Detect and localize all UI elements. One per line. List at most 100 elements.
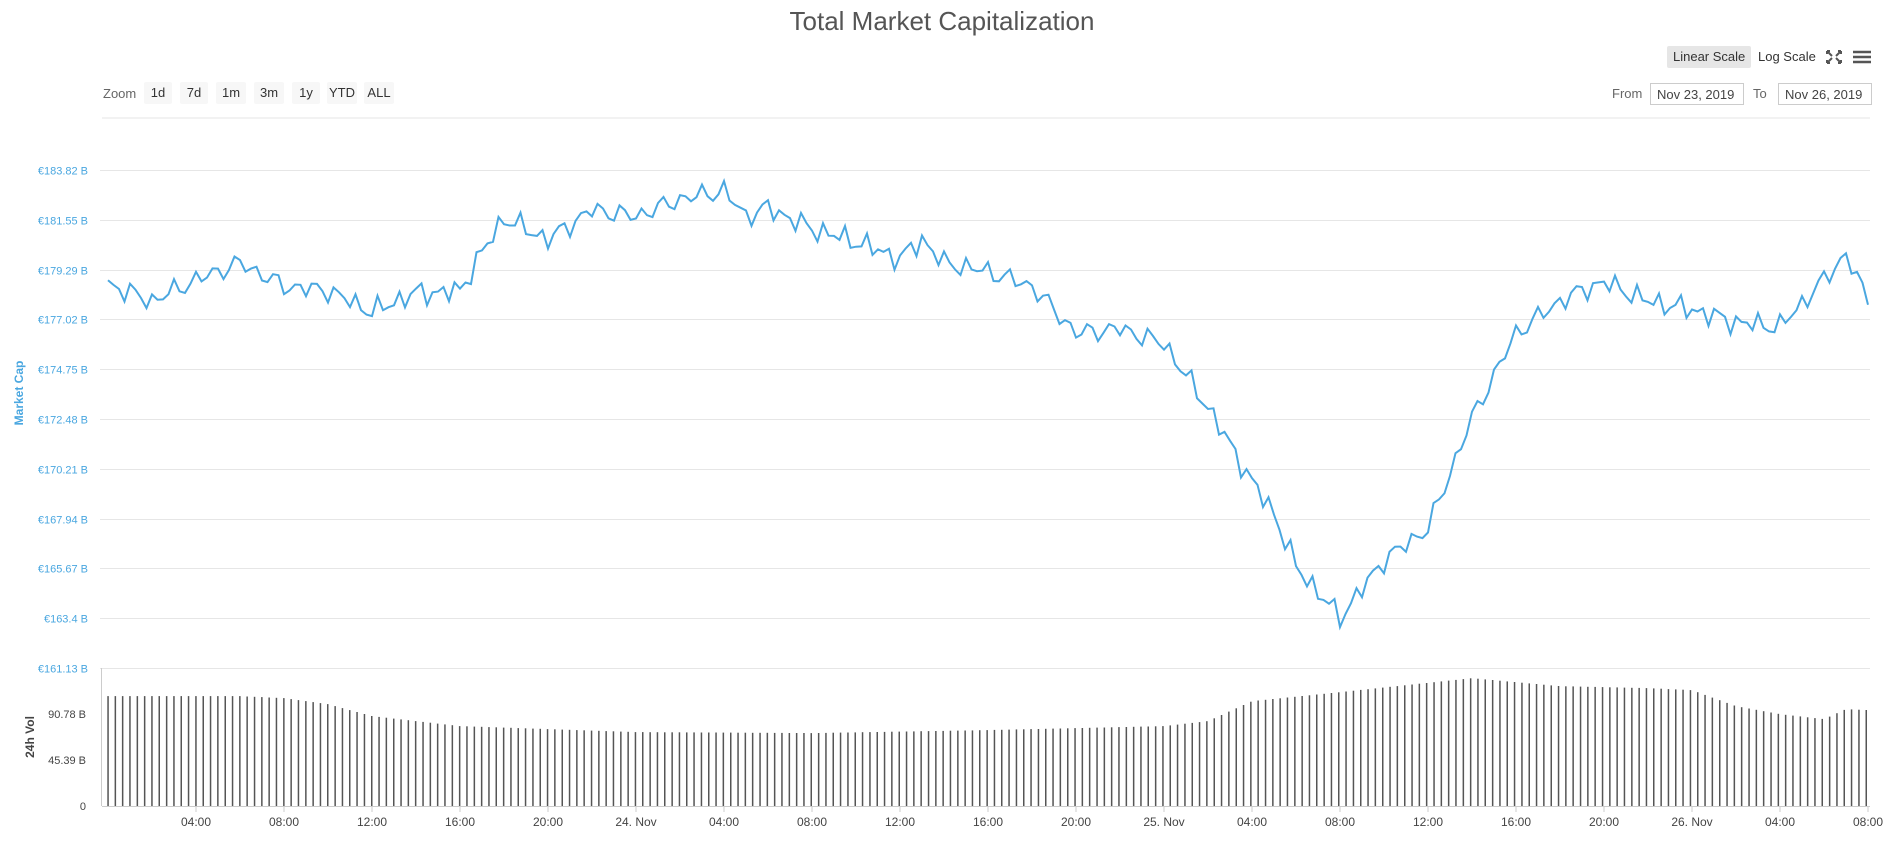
fullscreen-icon[interactable] <box>1824 48 1844 66</box>
volume-bar <box>1382 687 1384 806</box>
hamburger-menu-icon[interactable] <box>1851 48 1873 66</box>
volume-bar <box>781 732 783 806</box>
from-date-input[interactable] <box>1650 83 1744 105</box>
volume-bar <box>1550 685 1552 806</box>
volume-bar <box>1806 717 1809 806</box>
volume-bar <box>1286 697 1289 806</box>
volume-bar <box>898 731 900 806</box>
y-tick-label: €170.21 B <box>38 465 88 477</box>
zoom-1m-button[interactable]: 1m <box>216 82 246 104</box>
volume-bar <box>1176 724 1179 806</box>
volume-bar <box>971 730 974 806</box>
zoom-ytd-button[interactable]: YTD <box>327 82 357 104</box>
volume-bar <box>957 730 959 806</box>
volume-bar <box>1440 681 1443 806</box>
volume-bar <box>839 732 842 806</box>
volume-bar <box>1587 686 1589 806</box>
volume-bar <box>1491 680 1494 806</box>
volume-tick-label: 45.39 B <box>48 755 86 767</box>
x-tick-label: 04:00 <box>181 815 211 829</box>
volume-bar <box>261 697 263 806</box>
volume-bar <box>1352 690 1355 806</box>
volume-bar <box>1264 699 1267 806</box>
x-tick-label: 12:00 <box>357 815 387 829</box>
volume-bar <box>114 696 117 806</box>
volume-bar <box>414 721 417 806</box>
volume-bar <box>664 732 666 806</box>
volume-bar <box>1132 726 1135 806</box>
zoom-7d-button[interactable]: 7d <box>180 82 208 104</box>
log-scale-button[interactable]: Log Scale <box>1758 49 1816 64</box>
y-tick-label: €174.75 B <box>38 365 88 377</box>
volume-bar <box>620 731 622 806</box>
to-date-input[interactable] <box>1778 83 1872 105</box>
volume-bar <box>1667 689 1670 806</box>
zoom-1d-button[interactable]: 1d <box>144 82 172 104</box>
volume-bar <box>1477 678 1479 806</box>
volume-bar <box>1740 707 1743 806</box>
y-tick-label: €165.67 B <box>38 564 88 576</box>
volume-bar <box>1447 680 1450 806</box>
volume-bar <box>1191 722 1193 806</box>
x-tick-label: 12:00 <box>885 815 915 829</box>
volume-bar <box>1565 686 1567 806</box>
volume-bar <box>510 727 512 806</box>
volume-bar <box>1616 687 1618 806</box>
volume-bar <box>356 712 358 806</box>
volume-bars <box>107 678 1867 806</box>
volume-bar <box>876 732 878 806</box>
volume-bar <box>1528 683 1530 806</box>
volume-bar <box>349 710 351 806</box>
volume-bar <box>810 733 812 806</box>
volume-bar <box>1572 686 1574 806</box>
volume-bar <box>1484 679 1486 806</box>
volume-bar <box>927 731 930 806</box>
linear-scale-button[interactable]: Linear Scale <box>1667 46 1752 68</box>
volume-bar <box>986 730 988 806</box>
volume-bar <box>1345 691 1347 806</box>
volume-bar <box>671 732 673 806</box>
volume-bar <box>224 696 226 806</box>
volume-bar <box>1777 713 1780 806</box>
volume-bar <box>715 732 717 806</box>
volume-bar <box>1198 722 1201 806</box>
chart-grid <box>100 170 1870 669</box>
volume-bar <box>1096 727 1098 806</box>
volume-bar <box>253 696 256 806</box>
market-cap-axis-title: Market Cap <box>12 361 26 426</box>
volume-bar <box>1228 711 1230 806</box>
x-tick-label: 20:00 <box>1589 815 1619 829</box>
volume-bar <box>1015 729 1018 806</box>
volume-bar <box>1308 695 1311 806</box>
volume-bar <box>239 696 241 806</box>
volume-bar <box>1733 705 1736 806</box>
volume-bar <box>1433 682 1435 806</box>
volume-bar <box>217 696 219 806</box>
volume-bar <box>297 700 300 806</box>
volume-bar <box>1579 686 1582 806</box>
volume-bar <box>1792 715 1794 806</box>
volume-bar <box>1316 694 1318 806</box>
volume-bar <box>495 727 497 806</box>
volume-axis: 90.78 B 45.39 B 0 <box>48 668 1870 813</box>
volume-bar <box>1052 728 1054 806</box>
volume-bar <box>429 722 432 806</box>
from-label: From <box>1612 86 1643 101</box>
zoom-1y-button[interactable]: 1y <box>292 82 320 104</box>
volume-bar <box>436 723 439 806</box>
volume-bar <box>1513 682 1516 806</box>
volume-bar <box>854 732 856 806</box>
volume-bar <box>400 719 402 806</box>
volume-bar <box>1631 687 1633 806</box>
x-tick-label: 04:00 <box>709 815 739 829</box>
zoom-3m-button[interactable]: 3m <box>254 82 284 104</box>
volume-bar <box>1235 708 1237 806</box>
volume-bar <box>642 732 644 806</box>
volume-bar <box>480 726 483 806</box>
volume-bar <box>1074 728 1076 806</box>
zoom-all-button[interactable]: ALL <box>364 82 394 104</box>
volume-bar <box>129 696 131 806</box>
volume-bar <box>1762 711 1765 806</box>
volume-bar <box>1272 699 1274 806</box>
